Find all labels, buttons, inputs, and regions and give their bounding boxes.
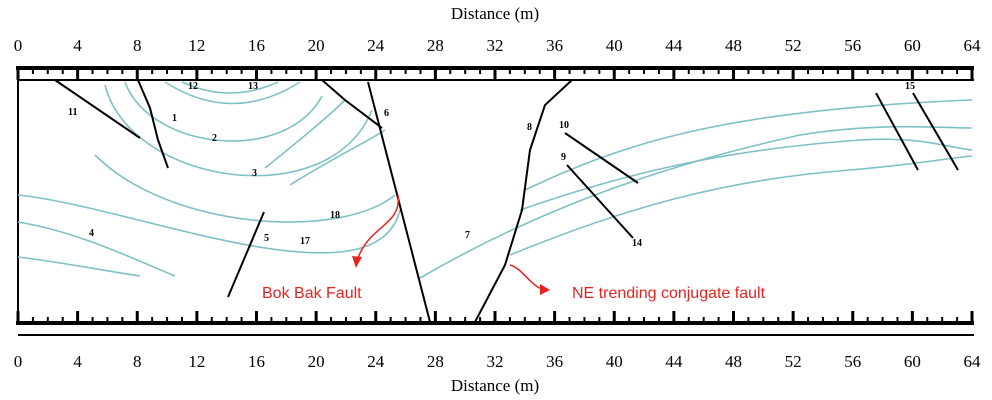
tick-label: 48 [725, 36, 742, 55]
tick-label: 28 [427, 36, 444, 55]
tick-label: 24 [367, 352, 385, 371]
fault-label: 9 [561, 152, 566, 163]
fault-label: 1 [172, 113, 177, 124]
tick-label: 0 [14, 352, 23, 371]
tick-label: 40 [606, 352, 623, 371]
tick-label: 32 [487, 36, 504, 55]
tick-label: 32 [487, 352, 504, 371]
axis-title: Distance (m) [451, 4, 539, 23]
tick-label: 12 [188, 352, 205, 371]
fault-label: 15 [905, 81, 915, 92]
tick-label: 44 [665, 36, 683, 55]
tick-label: 60 [904, 352, 921, 371]
tick-label: 52 [785, 36, 802, 55]
faults [54, 79, 959, 323]
tick-label: 36 [546, 36, 563, 55]
tick-label: 64 [964, 36, 982, 55]
tick-label: 64 [964, 352, 982, 371]
tick-label: 20 [308, 352, 325, 371]
fault-label: 2 [212, 133, 217, 144]
tick-label: 56 [844, 352, 861, 371]
tick-label: 60 [904, 36, 921, 55]
annotation: NE trending conjugate fault [572, 285, 766, 302]
annotation: Bok Bak Fault [262, 285, 362, 302]
tick-label: 20 [308, 36, 325, 55]
tick-label: 52 [785, 352, 802, 371]
tick-label: 0 [14, 36, 23, 55]
fault-label: 4 [89, 228, 94, 239]
tick-label: 8 [133, 36, 142, 55]
tick-label: 56 [844, 36, 861, 55]
fault-label: 13 [248, 81, 258, 92]
tick-label: 28 [427, 352, 444, 371]
fault-label: 5 [264, 233, 269, 244]
tick-label: 40 [606, 36, 623, 55]
fault-label: 17 [300, 236, 310, 247]
axis-title: Distance (m) [451, 376, 539, 395]
labels: 1 2 3 4 5 6 7 8 9 10 11 12 13 14 15 17 1… [68, 81, 915, 249]
fault-label: 12 [188, 81, 198, 92]
fault-label: 7 [465, 230, 470, 241]
fault-label: 10 [559, 120, 569, 131]
tick-label: 8 [133, 352, 142, 371]
tick-label: 24 [367, 36, 385, 55]
tick-label: 12 [188, 36, 205, 55]
tick-label: 36 [546, 352, 563, 371]
arrows [352, 194, 550, 295]
fault-label: 14 [632, 238, 642, 249]
tick-label: 4 [73, 36, 82, 55]
tick-label: 16 [248, 36, 265, 55]
fault-label: 3 [252, 168, 257, 179]
tick-label: 48 [725, 352, 742, 371]
tick-label: 44 [665, 352, 683, 371]
fault-label: 6 [384, 108, 389, 119]
fault-label: 18 [330, 210, 340, 221]
tick-label: 16 [248, 352, 265, 371]
contours [17, 81, 973, 279]
tick-label: 4 [73, 352, 82, 371]
fault-label: 8 [527, 122, 532, 133]
fault-label: 11 [68, 107, 77, 118]
